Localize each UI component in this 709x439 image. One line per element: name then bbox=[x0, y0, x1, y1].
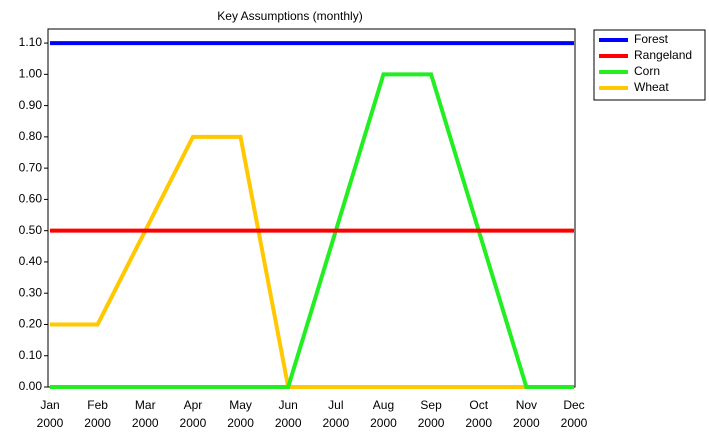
x-tick-label: Jul 2000 bbox=[322, 398, 349, 430]
legend-label: Wheat bbox=[634, 80, 669, 94]
line bbox=[50, 72, 574, 389]
y-tick-label: 0.60 bbox=[19, 192, 43, 206]
x-tick-label: Sep 2000 bbox=[418, 398, 445, 430]
legend-label: Corn bbox=[634, 64, 660, 78]
x-tick-label: Feb 2000 bbox=[84, 398, 111, 430]
legend-label: Rangeland bbox=[634, 48, 692, 62]
chart-title: Key Assumptions (monthly) bbox=[217, 9, 362, 23]
y-tick-label: 0.10 bbox=[19, 348, 43, 362]
x-tick-label: Oct 2000 bbox=[465, 398, 492, 430]
x-tick-label: Jun 2000 bbox=[275, 398, 302, 430]
y-tick-label: 0.20 bbox=[19, 317, 43, 331]
y-tick-label: 0.80 bbox=[19, 129, 43, 143]
y-tick-label: 0.30 bbox=[19, 285, 43, 299]
x-tick-label: Dec 2000 bbox=[561, 398, 588, 430]
y-tick-label: 0.40 bbox=[19, 254, 43, 268]
y-tick-label: 0.00 bbox=[19, 379, 43, 393]
y-tick-label: 0.90 bbox=[19, 98, 43, 112]
y-tick-label: 0.50 bbox=[19, 223, 43, 237]
legend-label: Forest bbox=[634, 32, 669, 46]
x-tick-label: May 2000 bbox=[227, 398, 254, 430]
line bbox=[50, 134, 574, 389]
plot-frame bbox=[47, 28, 576, 388]
x-tick-label: Mar 2000 bbox=[132, 398, 159, 430]
y-tick-label: 1.00 bbox=[19, 67, 43, 81]
x-tick-label: Apr 2000 bbox=[180, 398, 207, 430]
y-tick-label: 1.10 bbox=[19, 35, 43, 49]
x-tick-label: Nov 2000 bbox=[513, 398, 540, 430]
x-tick-label: Jan 2000 bbox=[37, 398, 64, 430]
x-tick-label: Aug 2000 bbox=[370, 398, 397, 430]
y-tick-label: 0.70 bbox=[19, 160, 43, 174]
